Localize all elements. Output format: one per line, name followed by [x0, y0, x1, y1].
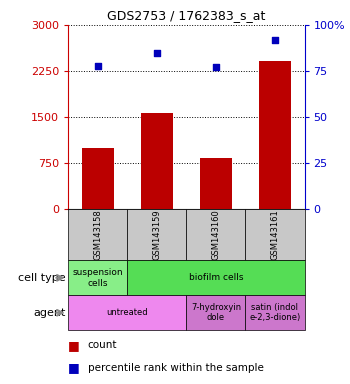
- Point: [154, 50, 160, 56]
- Bar: [68, 295, 187, 330]
- Point: [95, 63, 100, 69]
- Text: ■: ■: [68, 339, 80, 352]
- Bar: [141, 113, 173, 209]
- Bar: [245, 209, 304, 260]
- Text: GSM143158: GSM143158: [93, 209, 102, 260]
- Text: biofilm cells: biofilm cells: [189, 273, 243, 282]
- Bar: [68, 260, 127, 295]
- Bar: [82, 148, 114, 209]
- Title: GDS2753 / 1762383_s_at: GDS2753 / 1762383_s_at: [107, 9, 266, 22]
- Text: count: count: [88, 340, 117, 350]
- Text: suspension
cells: suspension cells: [72, 268, 123, 288]
- Point: [213, 64, 219, 70]
- Bar: [187, 209, 245, 260]
- Bar: [187, 295, 245, 330]
- Bar: [127, 260, 304, 295]
- Text: satin (indol
e-2,3-dione): satin (indol e-2,3-dione): [249, 303, 301, 323]
- Bar: [127, 209, 186, 260]
- Text: ■: ■: [68, 361, 80, 374]
- Text: untreated: untreated: [106, 308, 148, 317]
- Text: 7-hydroxyin
dole: 7-hydroxyin dole: [191, 303, 241, 323]
- Bar: [259, 61, 291, 209]
- Text: agent: agent: [33, 308, 65, 318]
- Text: cell type: cell type: [18, 273, 65, 283]
- Text: GSM143159: GSM143159: [152, 210, 161, 260]
- Text: GSM143161: GSM143161: [271, 209, 279, 260]
- Point: [272, 36, 278, 43]
- Text: percentile rank within the sample: percentile rank within the sample: [88, 362, 263, 373]
- Bar: [199, 158, 232, 209]
- Bar: [245, 295, 304, 330]
- Text: GSM143160: GSM143160: [211, 209, 220, 260]
- Bar: [68, 209, 127, 260]
